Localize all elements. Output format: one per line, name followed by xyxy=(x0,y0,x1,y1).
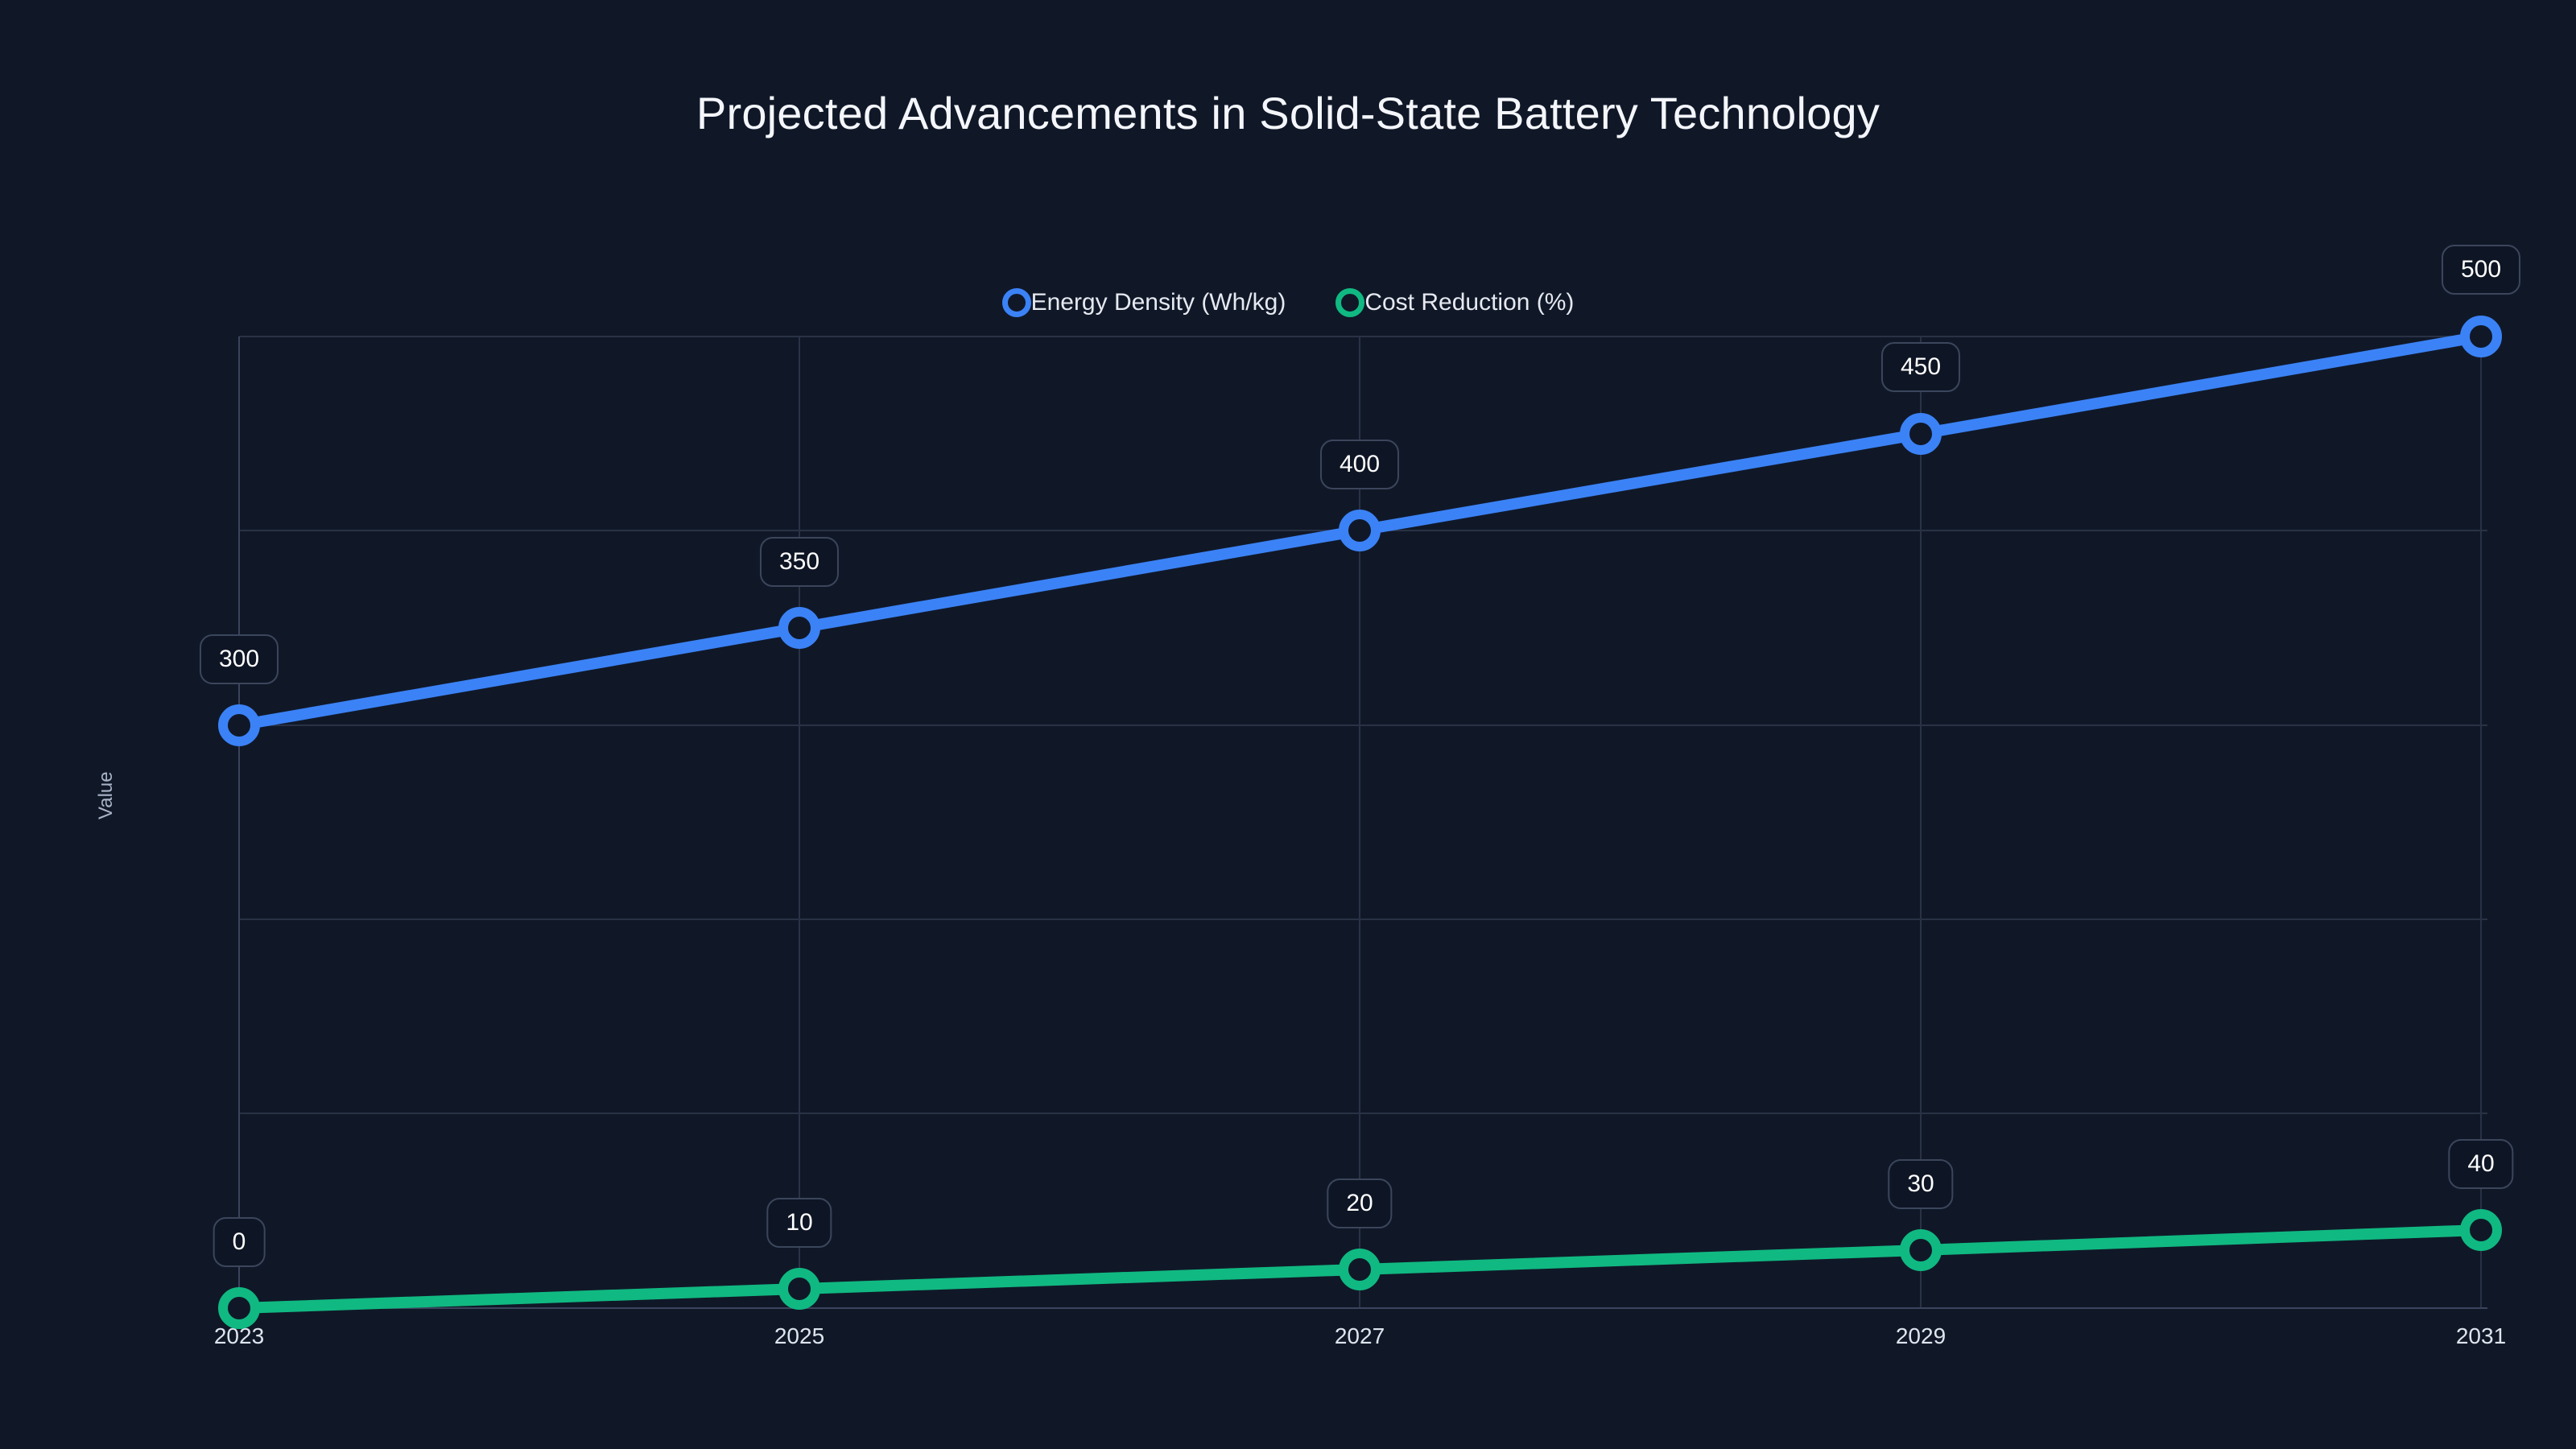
x-axis-tick-label: 2025 xyxy=(774,1323,825,1348)
data-label: 400 xyxy=(1319,440,1400,489)
plot-area: 300 350 400 450 500 0 10 20 30 40 xyxy=(199,245,2521,1329)
data-point-marker[interactable] xyxy=(778,607,820,649)
data-point-marker[interactable] xyxy=(1900,1229,1942,1271)
data-label: 450 xyxy=(1880,342,1961,392)
data-point-marker[interactable] xyxy=(2460,1209,2502,1251)
y-axis-title: Value xyxy=(95,771,117,819)
legend-item-label: Energy Density (Wh/kg) xyxy=(1030,289,1286,316)
chart-legend: Energy Density (Wh/kg) Cost Reduction (%… xyxy=(0,288,2576,317)
series-line-cost-reduction xyxy=(218,1209,2502,1329)
x-axis-tick-label: 2027 xyxy=(1334,1323,1385,1348)
data-point-marker[interactable] xyxy=(778,1268,820,1310)
data-point-marker[interactable] xyxy=(218,704,260,746)
data-label: 500 xyxy=(2441,245,2521,295)
data-point-marker[interactable] xyxy=(1900,413,1942,455)
data-label: 30 xyxy=(1888,1159,1954,1209)
data-point-marker[interactable] xyxy=(218,1287,260,1329)
data-label: 10 xyxy=(766,1198,832,1248)
legend-marker-icon xyxy=(1335,288,1365,317)
legend-item-cost-reduction[interactable]: Cost Reduction (%) xyxy=(1335,288,1574,317)
data-point-marker[interactable] xyxy=(1339,1249,1381,1290)
legend-item-label: Cost Reduction (%) xyxy=(1364,289,1575,316)
data-label: 40 xyxy=(2448,1139,2514,1189)
x-axis-tick-label: 2029 xyxy=(1895,1323,1946,1348)
legend-item-energy-density[interactable]: Energy Density (Wh/kg) xyxy=(1001,288,1286,317)
axis-spines xyxy=(238,336,2487,1309)
data-label: 0 xyxy=(213,1217,266,1267)
x-axis-tick-label: 2031 xyxy=(2455,1323,2507,1348)
page-title: Projected Advancements in Solid-State Ba… xyxy=(696,88,1880,138)
series-line-energy-density xyxy=(218,316,2502,746)
legend-marker-icon xyxy=(1001,288,1031,317)
data-point-marker[interactable] xyxy=(1339,510,1381,551)
data-point-marker[interactable] xyxy=(2460,316,2502,357)
data-label: 300 xyxy=(199,634,279,684)
data-label: 20 xyxy=(1327,1179,1393,1228)
data-label: 350 xyxy=(759,537,840,587)
